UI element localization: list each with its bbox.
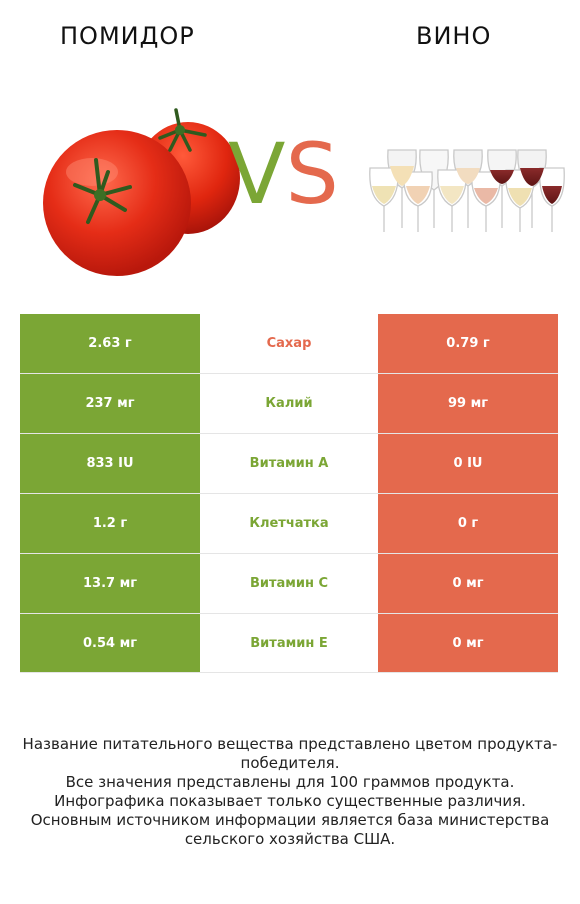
vs-s: S [285,125,339,223]
footer-line: Все значения представлены для 100 граммо… [65,773,515,791]
right-value: 0 мг [378,613,558,673]
table-row: 833 IU Витамин A 0 IU [20,433,558,494]
footer-line: Инфографика показывает только существенн… [54,792,526,810]
right-value: 0 мг [378,553,558,614]
right-value: 99 мг [378,373,558,434]
vs-v: V [228,125,286,223]
nutrient-label: Клетчатка [200,493,378,554]
nutrient-label: Витамин E [200,613,378,673]
right-value: 0.79 г [378,314,558,374]
comparison-table: 2.63 г Сахар 0.79 г 237 мг Калий 99 мг 8… [20,314,558,673]
nutrient-label: Калий [200,373,378,434]
table-row: 0.54 мг Витамин E 0 мг [20,613,558,673]
table-row: 2.63 г Сахар 0.79 г [20,314,558,374]
tomato-image [43,108,240,276]
left-value: 237 мг [20,373,200,434]
footer-notes: Название питательного вещества представл… [20,735,560,849]
nutrient-label: Витамин C [200,553,378,614]
left-value: 833 IU [20,433,200,494]
left-value: 0.54 мг [20,613,200,673]
footer-line: Название питательного вещества представл… [22,735,558,772]
right-value: 0 IU [378,433,558,494]
vs-label: VS [228,132,339,216]
right-product-title: ВИНО [416,22,492,50]
left-product-title: ПОМИДОР [60,22,195,50]
table-row: 237 мг Калий 99 мг [20,373,558,434]
table-row: 13.7 мг Витамин C 0 мг [20,553,558,614]
nutrient-label: Витамин A [200,433,378,494]
left-value: 2.63 г [20,314,200,374]
hero-illustration [43,108,565,276]
table-row: 1.2 г Клетчатка 0 г [20,493,558,554]
nutrient-label: Сахар [200,314,378,374]
wine-image [369,149,565,232]
table-divider [20,672,558,673]
left-value: 1.2 г [20,493,200,554]
right-value: 0 г [378,493,558,554]
left-value: 13.7 мг [20,553,200,614]
footer-line: Основным источником информации является … [30,811,550,848]
